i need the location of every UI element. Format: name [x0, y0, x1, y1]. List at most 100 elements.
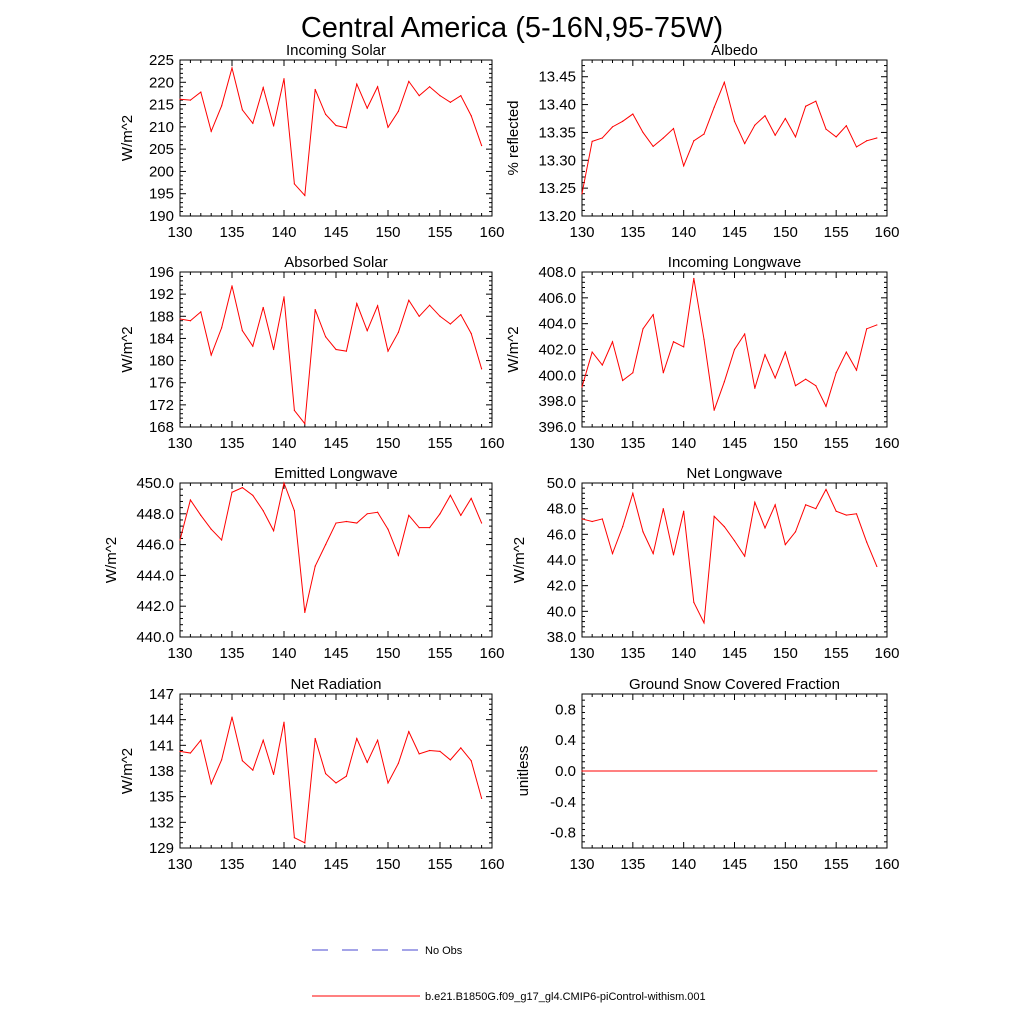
- data-point: [429, 86, 431, 88]
- x-tick-label: 160: [874, 856, 899, 873]
- y-tick-label: 188: [149, 308, 174, 325]
- series-line: [179, 285, 483, 425]
- data-point: [366, 761, 368, 764]
- data-point: [581, 386, 583, 388]
- data-point: [189, 320, 191, 322]
- y-tick-label: 195: [149, 186, 174, 203]
- x-tick-label: 135: [620, 224, 645, 241]
- data-point: [293, 409, 295, 411]
- data-point: [356, 522, 358, 524]
- plot-frame: [179, 693, 493, 849]
- data-point: [794, 136, 797, 138]
- panel-net-radiation: Net Radiation 130 135 140 145 150 155 160 129 132…: [119, 676, 505, 873]
- data-point: [221, 759, 223, 761]
- data-point: [470, 497, 472, 499]
- x-tick-label: 155: [427, 856, 452, 873]
- panel-ground-snow: Ground Snow Covered Fraction 130 135 140 145…: [515, 676, 900, 873]
- data-point: [366, 513, 368, 515]
- panel-title: Ground Snow Covered Fraction: [629, 676, 840, 693]
- data-point: [273, 348, 275, 351]
- chart-svg: Net Longwave 130 135 140 145 150 155 160 38.0 40.…: [511, 465, 900, 662]
- y-tick-label: 450.0: [136, 475, 174, 492]
- data-point: [179, 539, 181, 541]
- x-tick-label: 160: [479, 856, 504, 873]
- y-axis-label: W/m^2: [119, 115, 136, 161]
- data-point: [622, 120, 624, 122]
- data-point: [815, 508, 817, 510]
- series-line: [581, 488, 878, 625]
- data-point: [481, 144, 483, 147]
- data-point: [335, 124, 337, 127]
- data-point: [470, 760, 472, 762]
- data-point: [397, 331, 399, 333]
- data-point: [304, 611, 306, 613]
- plot-frame: [581, 482, 888, 638]
- x-tick-label: 155: [427, 435, 452, 452]
- data-point: [855, 513, 858, 515]
- data-point: [418, 753, 420, 755]
- y-tick-label: 50.0: [547, 475, 576, 492]
- data-point: [304, 423, 306, 425]
- y-tick-label: 440.0: [136, 629, 174, 646]
- data-point: [866, 541, 868, 543]
- data-point: [611, 126, 614, 128]
- y-tick-label: 13.40: [538, 97, 576, 114]
- data-point: [449, 101, 451, 103]
- x-tick-label: 135: [620, 645, 645, 662]
- data-point: [293, 837, 295, 839]
- data-point: [241, 109, 243, 111]
- data-point: [314, 88, 316, 91]
- data-point: [794, 385, 797, 387]
- data-point: [335, 782, 337, 784]
- x-tick-label: 130: [569, 856, 594, 873]
- x-tick-label: 155: [824, 645, 849, 662]
- data-point: [845, 125, 847, 127]
- x-tick-label: 140: [271, 435, 296, 452]
- y-tick-label: 138: [149, 763, 174, 780]
- data-point: [200, 514, 202, 516]
- y-tick-label: 398.0: [538, 393, 576, 410]
- data-point: [377, 305, 379, 307]
- data-point: [470, 332, 472, 335]
- data-point: [387, 528, 389, 530]
- data-point: [283, 296, 285, 298]
- x-tick-label: 150: [773, 856, 798, 873]
- y-tick-label: 13.45: [538, 69, 576, 86]
- data-point: [408, 80, 410, 82]
- series-line: [581, 278, 878, 411]
- panel-net-longwave: Net Longwave 130 135 140 145 150 155 160 38.0 40.…: [511, 465, 900, 662]
- x-tick-label: 135: [219, 224, 244, 241]
- chart-svg: Incoming Solar 130 135 140 145 150 155 160 190 19…: [119, 42, 505, 241]
- data-point: [460, 514, 462, 516]
- data-point: [632, 113, 634, 115]
- data-point: [723, 381, 725, 383]
- data-point: [304, 194, 306, 197]
- y-tick-label: 13.30: [538, 152, 576, 169]
- data-point: [794, 531, 797, 533]
- data-point: [200, 739, 202, 741]
- data-point: [683, 165, 685, 167]
- data-point: [397, 554, 399, 556]
- data-point: [683, 510, 685, 512]
- data-point: [774, 134, 776, 136]
- data-point: [825, 488, 827, 491]
- data-point: [449, 323, 451, 325]
- x-tick-label: 135: [219, 435, 244, 452]
- y-axis-label: W/m^2: [119, 326, 136, 372]
- y-tick-label: -0.4: [550, 794, 576, 811]
- data-point: [703, 622, 705, 624]
- data-point: [805, 378, 807, 380]
- data-point: [335, 348, 337, 351]
- x-tick-label: 150: [375, 435, 400, 452]
- figure-title: Central America (5-16N,95-75W): [300, 12, 724, 44]
- x-tick-label: 150: [773, 224, 798, 241]
- data-point: [377, 86, 379, 88]
- data-point: [774, 504, 776, 506]
- data-point: [439, 513, 441, 515]
- x-tick-label: 140: [671, 645, 696, 662]
- panel-absorbed-solar: Absorbed Solar 130 135 140 145 150 155 160 168 17…: [119, 254, 505, 452]
- data-point: [713, 409, 715, 411]
- y-tick-label: 168: [149, 419, 174, 436]
- data-point: [581, 770, 583, 772]
- data-point: [784, 351, 786, 353]
